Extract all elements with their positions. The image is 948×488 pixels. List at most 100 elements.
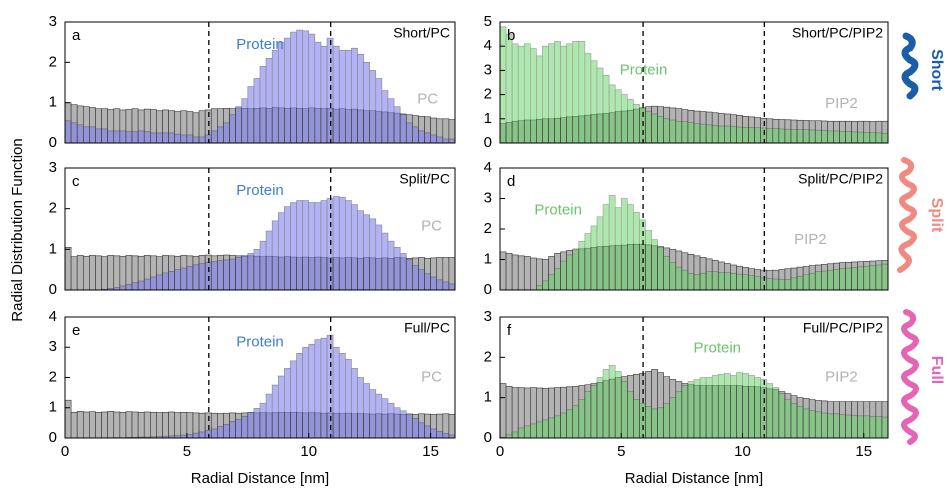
bar bbox=[742, 126, 749, 144]
bar bbox=[802, 129, 810, 144]
series-label: Protein bbox=[534, 202, 582, 219]
bar bbox=[418, 269, 425, 291]
bar bbox=[198, 263, 206, 291]
bar bbox=[839, 131, 846, 144]
bar bbox=[259, 402, 267, 439]
bar bbox=[156, 274, 163, 291]
bar bbox=[265, 393, 273, 439]
bar bbox=[875, 416, 883, 439]
bar bbox=[705, 124, 713, 144]
bar bbox=[131, 131, 139, 144]
bar bbox=[778, 128, 786, 144]
panel-label: c bbox=[72, 173, 80, 190]
y-tick-label: 1 bbox=[484, 110, 492, 127]
bar bbox=[863, 265, 871, 291]
bar bbox=[530, 423, 537, 439]
bar bbox=[137, 130, 145, 144]
bar bbox=[320, 45, 328, 144]
bar bbox=[235, 418, 243, 439]
bar bbox=[156, 132, 163, 144]
bar bbox=[560, 260, 567, 291]
bar bbox=[754, 377, 761, 439]
bar bbox=[399, 253, 407, 291]
bar bbox=[566, 409, 574, 439]
y-tick-label: 4 bbox=[484, 159, 492, 176]
y-tick-label: 0 bbox=[49, 134, 57, 151]
bar bbox=[578, 399, 586, 439]
bar bbox=[566, 254, 574, 291]
series-label: PIP2 bbox=[825, 95, 858, 112]
bar bbox=[657, 407, 664, 439]
bar bbox=[833, 130, 840, 144]
bar bbox=[375, 393, 383, 439]
bar bbox=[724, 373, 731, 439]
side-label: Full bbox=[928, 356, 945, 384]
bar bbox=[517, 255, 525, 291]
bar bbox=[308, 343, 316, 439]
bar bbox=[210, 130, 218, 144]
bar bbox=[833, 268, 840, 291]
bar bbox=[277, 375, 285, 439]
bar bbox=[602, 369, 610, 439]
bar bbox=[442, 138, 450, 144]
bar bbox=[399, 410, 407, 439]
bar bbox=[412, 418, 419, 439]
bar bbox=[89, 411, 96, 439]
bar bbox=[530, 48, 537, 144]
bar bbox=[596, 377, 604, 439]
panel-title: Short/PC/PIP2 bbox=[792, 25, 883, 41]
bar bbox=[542, 280, 549, 291]
bar bbox=[717, 272, 725, 291]
bar bbox=[584, 391, 592, 439]
bar bbox=[620, 94, 628, 144]
bar bbox=[875, 264, 883, 291]
bar bbox=[308, 202, 316, 291]
y-tick-label: 2 bbox=[484, 348, 492, 365]
bar bbox=[717, 125, 725, 144]
bar bbox=[363, 214, 370, 291]
bar bbox=[736, 126, 743, 144]
bar bbox=[633, 399, 640, 439]
bar bbox=[530, 257, 537, 291]
bar bbox=[827, 413, 834, 439]
bar bbox=[64, 120, 72, 144]
bar bbox=[308, 33, 316, 144]
bar bbox=[229, 114, 236, 144]
bar bbox=[711, 125, 719, 144]
bar bbox=[284, 37, 291, 144]
y-tick-label: 0 bbox=[484, 281, 492, 298]
bar bbox=[578, 41, 586, 144]
bar bbox=[125, 284, 133, 291]
x-tick-label: 10 bbox=[734, 443, 751, 460]
bar bbox=[125, 411, 133, 439]
bar bbox=[338, 196, 346, 291]
bar bbox=[351, 204, 358, 291]
bar bbox=[223, 259, 230, 291]
bar bbox=[766, 278, 774, 291]
y-tick-label: 1 bbox=[484, 389, 492, 406]
y-tick-label: 3 bbox=[484, 61, 492, 78]
bar bbox=[271, 49, 279, 144]
bar bbox=[790, 277, 798, 291]
helix-icon bbox=[901, 309, 919, 445]
bar bbox=[253, 78, 261, 144]
bar bbox=[814, 411, 822, 439]
bar bbox=[627, 204, 634, 291]
bar bbox=[95, 128, 102, 144]
bar bbox=[265, 230, 273, 291]
bar bbox=[511, 431, 519, 439]
bar bbox=[808, 272, 816, 291]
bar bbox=[766, 383, 774, 439]
bar bbox=[548, 43, 555, 144]
bar bbox=[302, 200, 310, 291]
bar bbox=[247, 411, 255, 439]
bar bbox=[405, 413, 413, 439]
bar bbox=[174, 269, 182, 291]
bar bbox=[418, 422, 425, 439]
bar bbox=[711, 375, 719, 439]
panel-title: Full/PC bbox=[404, 320, 450, 336]
bar bbox=[857, 131, 865, 144]
bar bbox=[338, 352, 346, 439]
bar bbox=[627, 99, 634, 144]
bar bbox=[620, 381, 628, 439]
